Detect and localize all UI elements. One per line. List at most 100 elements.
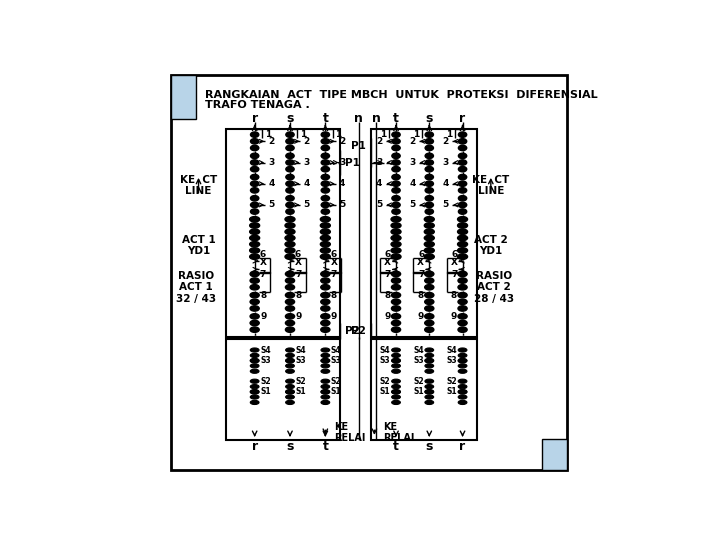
- Ellipse shape: [251, 390, 259, 394]
- Ellipse shape: [391, 235, 401, 241]
- Ellipse shape: [321, 369, 330, 373]
- Ellipse shape: [251, 132, 258, 137]
- Text: S2: S2: [446, 377, 457, 386]
- Text: S3: S3: [295, 356, 306, 365]
- Text: 7: 7: [451, 269, 458, 279]
- Ellipse shape: [321, 359, 330, 362]
- Text: 2: 2: [409, 137, 415, 146]
- Ellipse shape: [392, 293, 400, 298]
- Text: 1: 1: [300, 131, 306, 139]
- Text: 2: 2: [269, 137, 274, 146]
- Ellipse shape: [391, 229, 401, 234]
- Text: t: t: [393, 440, 399, 453]
- Ellipse shape: [321, 364, 330, 368]
- Ellipse shape: [251, 359, 259, 363]
- Ellipse shape: [285, 327, 294, 332]
- Ellipse shape: [250, 223, 260, 228]
- Ellipse shape: [285, 278, 294, 284]
- Ellipse shape: [459, 195, 467, 201]
- Ellipse shape: [425, 348, 433, 352]
- Ellipse shape: [425, 181, 433, 186]
- Ellipse shape: [425, 364, 433, 368]
- Ellipse shape: [321, 132, 330, 137]
- Text: S3: S3: [330, 356, 341, 365]
- Ellipse shape: [392, 278, 400, 284]
- Ellipse shape: [458, 223, 467, 228]
- Ellipse shape: [251, 384, 259, 389]
- Ellipse shape: [251, 395, 259, 399]
- Text: 3: 3: [269, 158, 274, 167]
- Ellipse shape: [391, 217, 401, 222]
- Ellipse shape: [286, 369, 294, 373]
- Ellipse shape: [425, 271, 434, 276]
- Ellipse shape: [285, 254, 295, 259]
- Ellipse shape: [286, 364, 294, 368]
- Ellipse shape: [321, 209, 330, 214]
- Text: 8: 8: [418, 291, 424, 300]
- Text: X: X: [260, 258, 266, 267]
- Text: 9: 9: [384, 312, 391, 321]
- Text: P1: P1: [345, 158, 360, 167]
- Text: S2: S2: [295, 377, 306, 386]
- Ellipse shape: [392, 379, 400, 383]
- Ellipse shape: [459, 145, 467, 151]
- Text: 7: 7: [418, 269, 424, 279]
- Ellipse shape: [425, 359, 433, 363]
- Ellipse shape: [391, 248, 401, 253]
- Ellipse shape: [459, 139, 467, 144]
- Text: 7: 7: [330, 269, 337, 279]
- Ellipse shape: [286, 139, 294, 144]
- Text: X: X: [418, 258, 424, 267]
- Ellipse shape: [286, 202, 294, 207]
- Text: t: t: [323, 440, 328, 453]
- Ellipse shape: [425, 139, 433, 144]
- Text: X: X: [295, 258, 302, 267]
- Ellipse shape: [321, 271, 330, 276]
- Ellipse shape: [250, 306, 259, 311]
- Ellipse shape: [425, 379, 433, 383]
- Ellipse shape: [285, 306, 294, 311]
- Ellipse shape: [392, 153, 400, 159]
- Text: 7: 7: [260, 269, 266, 279]
- Ellipse shape: [251, 202, 258, 207]
- Ellipse shape: [285, 314, 294, 319]
- Ellipse shape: [458, 359, 467, 362]
- Text: 2: 2: [376, 137, 382, 146]
- Ellipse shape: [392, 271, 400, 276]
- Text: 8: 8: [330, 291, 337, 300]
- Ellipse shape: [392, 188, 400, 193]
- Ellipse shape: [392, 384, 400, 389]
- Text: 4: 4: [339, 179, 346, 188]
- Ellipse shape: [425, 327, 434, 332]
- Ellipse shape: [250, 293, 259, 298]
- Ellipse shape: [286, 379, 294, 383]
- Ellipse shape: [425, 353, 433, 357]
- Ellipse shape: [458, 285, 467, 290]
- Ellipse shape: [458, 278, 467, 284]
- Text: 4: 4: [304, 179, 310, 188]
- Ellipse shape: [459, 181, 467, 186]
- Ellipse shape: [458, 353, 467, 357]
- Ellipse shape: [425, 188, 433, 193]
- Bar: [225, 129, 340, 337]
- Ellipse shape: [286, 359, 294, 363]
- Text: 4: 4: [269, 179, 275, 188]
- Ellipse shape: [321, 327, 330, 332]
- Ellipse shape: [285, 217, 295, 222]
- Text: RANGKAIAN  ACT  TIPE MBCH  UNTUK  PROTEKSI  DIFERENSIAL: RANGKAIAN ACT TIPE MBCH UNTUK PROTEKSI D…: [204, 90, 598, 100]
- Ellipse shape: [458, 241, 467, 247]
- Text: n: n: [354, 112, 363, 125]
- Ellipse shape: [321, 188, 330, 193]
- Ellipse shape: [392, 395, 400, 399]
- Ellipse shape: [459, 188, 467, 193]
- Ellipse shape: [321, 145, 330, 151]
- Ellipse shape: [458, 248, 467, 253]
- Ellipse shape: [321, 181, 330, 186]
- Ellipse shape: [458, 395, 467, 399]
- Ellipse shape: [458, 254, 467, 259]
- Ellipse shape: [250, 314, 259, 319]
- Text: P1: P1: [351, 141, 366, 151]
- Ellipse shape: [250, 241, 260, 247]
- Ellipse shape: [286, 145, 294, 151]
- Ellipse shape: [320, 223, 330, 228]
